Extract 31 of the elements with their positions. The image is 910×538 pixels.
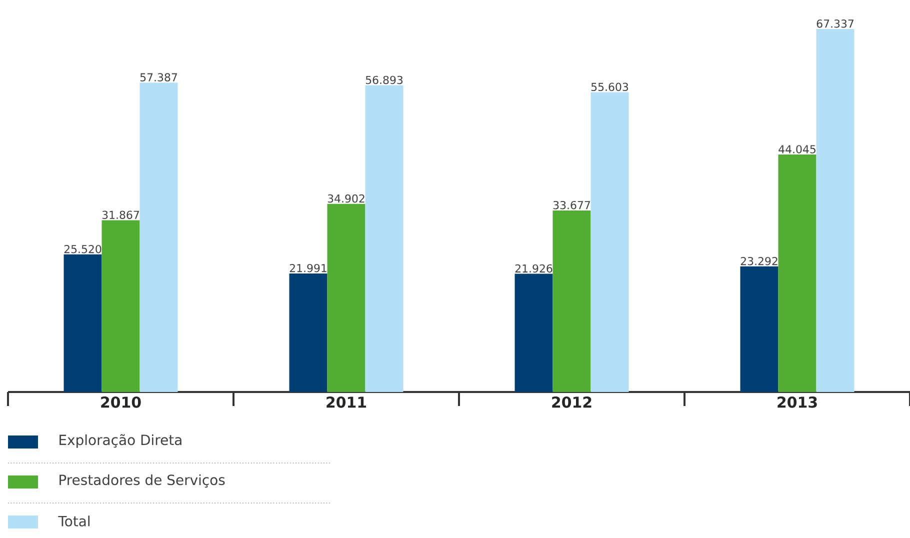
bar [327, 204, 366, 392]
bar [590, 92, 629, 392]
data-label: 57.387 [140, 73, 177, 82]
bar [102, 220, 140, 392]
bar [289, 273, 328, 392]
bar [365, 85, 404, 392]
bar [816, 28, 854, 392]
data-label: 44.045 [778, 145, 816, 154]
legend-label: Exploração Direta [60, 434, 182, 448]
legend-label: Total [58, 516, 90, 526]
x-tick-label: 2010 [101, 396, 141, 408]
bar [740, 266, 778, 392]
data-label: 21.926 [515, 264, 552, 273]
data-label: 25.520 [64, 244, 102, 254]
data-label: 34.902 [328, 194, 364, 203]
data-label: 56.893 [366, 76, 403, 84]
bar [552, 210, 591, 392]
bar [140, 82, 178, 392]
x-tick-label: 2012 [552, 396, 592, 408]
data-label: 23.292 [740, 256, 778, 266]
data-label: 33.677 [553, 200, 590, 210]
x-tick-label: 2011 [326, 396, 366, 408]
legend-label: Prestadores de Serviços [60, 474, 225, 488]
data-label: 31.867 [102, 210, 139, 220]
data-label: 67.337 [816, 20, 854, 28]
x-tick-label: 2013 [778, 396, 817, 408]
bar [514, 274, 553, 392]
data-label: 55.603 [591, 82, 628, 92]
bar [64, 254, 102, 392]
data-label: 21.991 [290, 264, 326, 272]
bar [778, 154, 816, 392]
